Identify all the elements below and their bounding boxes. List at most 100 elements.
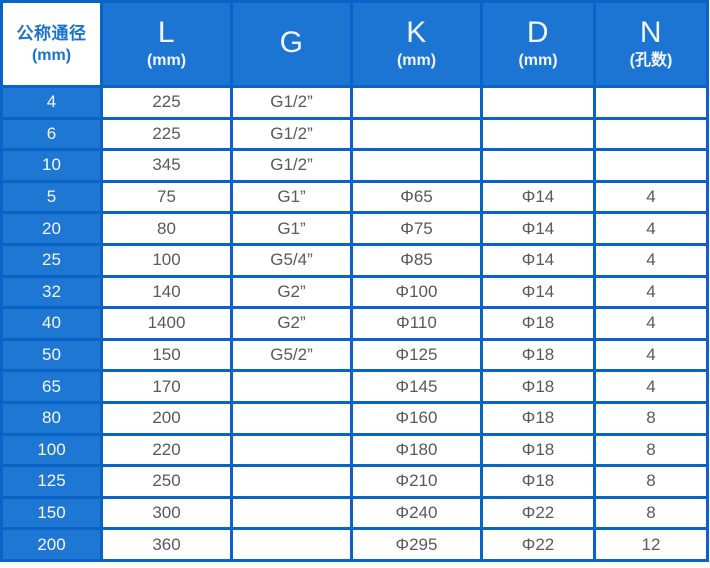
table-row: 125 250 Φ210 Φ18 8 <box>0 464 709 499</box>
data-cell: 150 <box>100 337 233 373</box>
row-header-cell: 4 <box>0 85 103 120</box>
data-cell: G1/2” <box>230 148 353 183</box>
table-row: 200 360 Φ295 Φ22 12 <box>0 527 709 562</box>
data-cell: Φ18 <box>480 400 596 436</box>
data-cell: Φ14 <box>480 274 596 310</box>
data-cell: G1/2” <box>230 116 353 152</box>
row-header-cell: 32 <box>0 274 103 310</box>
row-header-cell: 25 <box>0 242 103 278</box>
data-cell: 300 <box>100 495 233 531</box>
data-cell: Φ180 <box>350 432 483 468</box>
row-header-cell: 200 <box>0 527 103 562</box>
header-row: 公称通径 (mm) L (mm) G K (mm) D (mm) <box>0 0 709 88</box>
data-cell: Φ210 <box>350 464 483 499</box>
data-cell: G2” <box>230 306 353 341</box>
data-cell <box>593 148 709 183</box>
column-title: K <box>406 16 427 49</box>
data-cell <box>230 464 353 499</box>
column-title: L <box>157 16 176 49</box>
data-cell: 345 <box>100 148 233 183</box>
data-cell: 4 <box>593 211 709 246</box>
data-cell: 8 <box>593 432 709 468</box>
table-row: 10 345 G1/2” <box>0 148 709 183</box>
table-row: 32 140 G2” Φ100 Φ14 4 <box>0 274 709 310</box>
data-cell: Φ145 <box>350 369 483 404</box>
data-cell: Φ75 <box>350 211 483 246</box>
data-cell: Φ14 <box>480 211 596 246</box>
data-cell: 4 <box>593 179 709 215</box>
data-cell: Φ110 <box>350 306 483 341</box>
data-cell: 4 <box>593 337 709 373</box>
table-row: 5 75 G1” Φ65 Φ14 4 <box>0 179 709 215</box>
data-cell: Φ18 <box>480 337 596 373</box>
data-cell: Φ18 <box>480 369 596 404</box>
data-cell: Φ14 <box>480 179 596 215</box>
data-cell <box>350 148 483 183</box>
header-cell-G: G <box>230 0 353 88</box>
table-row: 4 225 G1/2” <box>0 85 709 120</box>
data-cell: 1400 <box>100 306 233 341</box>
data-cell: 100 <box>100 242 233 278</box>
data-cell: 225 <box>100 116 233 152</box>
data-cell: Φ125 <box>350 337 483 373</box>
data-cell: 170 <box>100 369 233 404</box>
data-cell: 360 <box>100 527 233 562</box>
column-title: N <box>639 16 663 49</box>
data-cell: Φ18 <box>480 306 596 341</box>
data-cell: 4 <box>593 369 709 404</box>
header-cell-L: L (mm) <box>100 0 233 88</box>
table-row: 80 200 Φ160 Φ18 8 <box>0 400 709 436</box>
column-unit: (mm) <box>146 52 187 69</box>
table-row: 25 100 G5/4” Φ85 Φ14 4 <box>0 242 709 278</box>
table-row: 40 1400 G2” Φ110 Φ18 4 <box>0 306 709 341</box>
data-cell <box>480 148 596 183</box>
data-cell: 225 <box>100 85 233 120</box>
header-cell-nominal-diameter: 公称通径 (mm) <box>0 0 103 88</box>
data-cell: Φ22 <box>480 527 596 562</box>
data-cell: 200 <box>100 400 233 436</box>
column-unit: (孔数) <box>629 52 673 69</box>
row-header-cell: 150 <box>0 495 103 531</box>
data-cell: G1/2” <box>230 85 353 120</box>
data-cell: Φ160 <box>350 400 483 436</box>
column-unit: (mm) <box>518 52 558 69</box>
data-cell: 4 <box>593 242 709 278</box>
data-cell: 12 <box>593 527 709 562</box>
table-row: 20 80 G1” Φ75 Φ14 4 <box>0 211 709 246</box>
data-cell: Φ85 <box>350 242 483 278</box>
data-cell: 4 <box>593 306 709 341</box>
data-cell <box>480 116 596 152</box>
data-cell <box>593 116 709 152</box>
row-header-cell: 100 <box>0 432 103 468</box>
row-header-cell: 65 <box>0 369 103 404</box>
data-cell: Φ22 <box>480 495 596 531</box>
data-cell <box>480 85 596 120</box>
data-cell: Φ65 <box>350 179 483 215</box>
data-cell: 4 <box>593 274 709 310</box>
data-cell: Φ240 <box>350 495 483 531</box>
table-row: 65 170 Φ145 Φ18 4 <box>0 369 709 404</box>
table-row: 150 300 Φ240 Φ22 8 <box>0 495 709 531</box>
column-title: 公称通径 <box>16 23 87 43</box>
column-title: D <box>526 16 550 49</box>
data-cell: G1” <box>230 179 353 215</box>
row-header-cell: 5 <box>0 179 103 215</box>
row-header-cell: 40 <box>0 306 103 341</box>
column-unit: (mm) <box>396 52 437 69</box>
data-cell: G2” <box>230 274 353 310</box>
data-cell: G1” <box>230 211 353 246</box>
data-cell: 8 <box>593 495 709 531</box>
data-cell: G5/2” <box>230 337 353 373</box>
table-row: 100 220 Φ180 Φ18 8 <box>0 432 709 468</box>
column-title: G <box>279 26 304 59</box>
header-cell-D: D (mm) <box>480 0 596 88</box>
data-cell <box>593 85 709 120</box>
data-cell: Φ295 <box>350 527 483 562</box>
data-cell <box>230 495 353 531</box>
data-cell <box>230 369 353 404</box>
data-cell: Φ100 <box>350 274 483 310</box>
data-cell <box>230 527 353 562</box>
table-row: 50 150 G5/2” Φ125 Φ18 4 <box>0 337 709 373</box>
